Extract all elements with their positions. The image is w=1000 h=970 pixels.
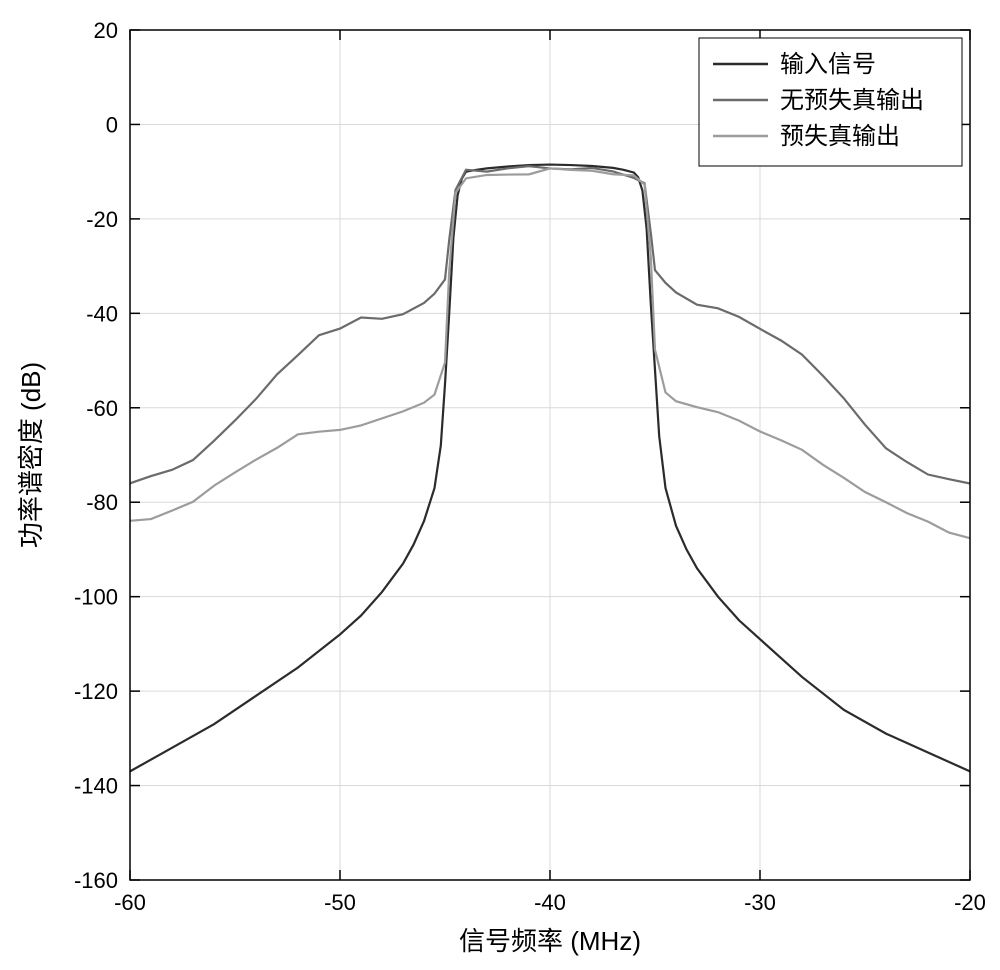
y-tick-label: -60 — [86, 396, 118, 421]
x-axis-label: 信号频率 (MHz) — [459, 926, 641, 956]
chart-svg: -60 -50 -40 -30 -20 -160 -140 -120 -100 -80 -60 -40… — [0, 0, 1000, 970]
y-tick-label: -160 — [74, 868, 118, 893]
y-tick-label: 0 — [106, 112, 118, 137]
y-tick-label: 20 — [94, 18, 118, 43]
y-tick-label: -80 — [86, 490, 118, 515]
x-tick-label: -30 — [744, 890, 776, 915]
psd-chart: -60 -50 -40 -30 -20 -160 -140 -120 -100 -80 -60 -40… — [0, 0, 1000, 970]
legend-label: 无预失真输出 — [780, 87, 924, 114]
x-tick-label: -50 — [324, 890, 356, 915]
legend: 输入信号无预失真输出预失真输出 — [699, 38, 962, 166]
x-tick-label: -20 — [954, 890, 986, 915]
x-tick-label: -40 — [534, 890, 566, 915]
legend-label: 输入信号 — [780, 51, 876, 78]
legend-label: 预失真输出 — [780, 123, 900, 150]
y-axis-label: 功率谱密度 (dB) — [16, 362, 46, 548]
y-tick-label: -140 — [74, 774, 118, 799]
x-tick-label: -60 — [114, 890, 146, 915]
y-tick-label: -100 — [74, 585, 118, 610]
y-tick-label: -20 — [86, 207, 118, 232]
y-tick-label: -120 — [74, 679, 118, 704]
y-tick-label: -40 — [86, 301, 118, 326]
